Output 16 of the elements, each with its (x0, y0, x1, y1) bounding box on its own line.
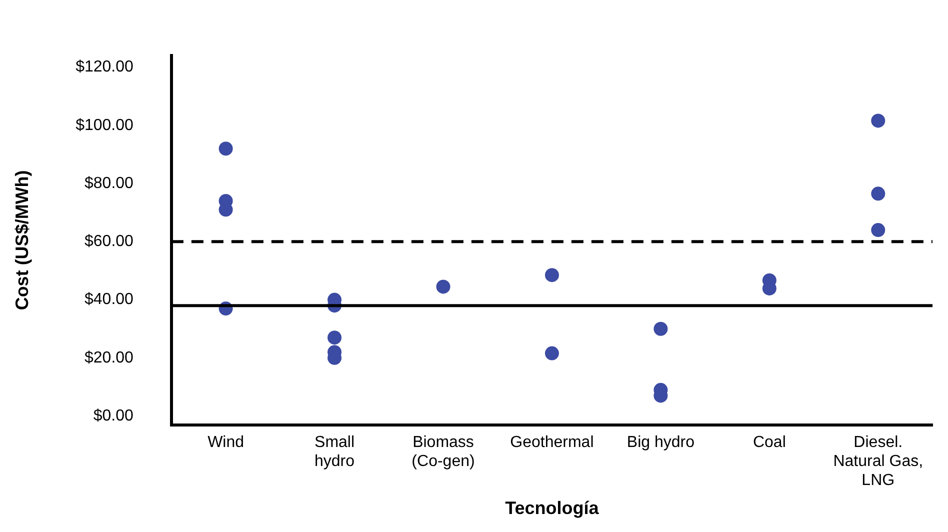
y-tick-label: $60.00 (84, 233, 134, 250)
y-tick-label: $40.00 (84, 291, 134, 308)
y-tick-label: $0.00 (93, 407, 134, 424)
x-tick-label: Wind (208, 434, 244, 451)
y-tick-label: $120.00 (76, 58, 134, 76)
y-tick-label: $20.00 (84, 349, 134, 366)
y-tick-label: $100.00 (76, 116, 134, 134)
x-tick-label: Geothermal (510, 434, 594, 451)
y-axis-title: Cost (US$/MWh) (12, 170, 32, 310)
y-tick-label: $80.00 (84, 174, 134, 192)
x-tick-label: Small hydro (314, 434, 355, 470)
x-tick-label: Biomass (Co-gen) (412, 434, 475, 470)
x-tick-label: Coal (752, 434, 786, 451)
x-axis-title: Tecnología (505, 498, 600, 518)
x-tick-label: Big hydro (626, 434, 695, 451)
x-tick-label: Diesel. Natural Gas, LNG (833, 434, 924, 490)
